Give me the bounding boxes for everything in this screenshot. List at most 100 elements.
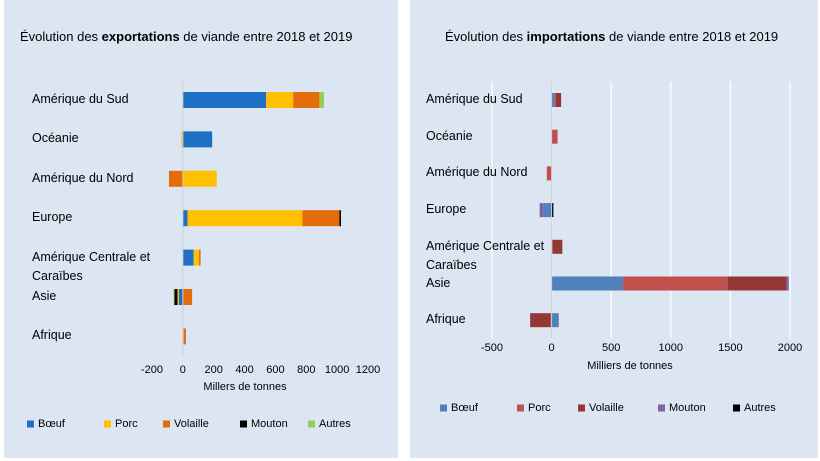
bar [555,93,562,107]
x-tick-label: 1500 [718,342,742,354]
bar [181,131,183,148]
x-tick-label: 800 [297,364,315,376]
bar [168,170,183,187]
bar [174,289,178,305]
title-part: Évolution des [445,29,527,44]
x-tick-label: 400 [235,364,253,376]
category-label: Océanie [426,128,473,143]
legend-label: Bœuf [451,402,479,414]
legend-label: Mouton [251,418,288,430]
legend-swatch [440,404,447,412]
category-label: Océanie [32,131,79,146]
legend-label: Mouton [669,402,706,414]
title-part: de viande entre 2018 et 2019 [605,29,778,44]
x-tick-label: 1000 [659,342,683,354]
legend-swatch [578,404,585,412]
bar [319,92,325,108]
bar [339,210,341,227]
x-tick-label: 500 [602,342,620,354]
x-tick-label: 1000 [325,364,349,376]
category-label: Amérique Centrale et Caraïbes [32,249,151,283]
bar [173,289,175,305]
legend-swatch [733,404,740,412]
bar [187,210,303,227]
category-label: Afrique [32,328,72,343]
bar [546,166,552,181]
x-axis-label: Milliers de tonnes [587,360,673,372]
legend-swatch [104,420,111,428]
x-tick-label: 1200 [356,364,380,376]
title-part: Évolution des [20,29,102,44]
bar [551,203,554,218]
panel [410,0,818,458]
bar [550,313,552,328]
legend-swatch [658,404,665,412]
legend-label: Bœuf [38,418,66,430]
bar [183,328,186,345]
bar [266,92,294,108]
bar [530,313,551,328]
category-label: Europe [32,210,73,225]
bar [543,203,552,218]
category-label: Amérique du Nord [32,170,134,185]
chart-title: Évolution des exportations de viande ent… [20,29,352,44]
bar [182,289,193,305]
bar [623,276,729,291]
title-part: de viande entre 2018 et 2019 [180,29,353,44]
category-label: Afrique [426,312,466,327]
bar [551,93,555,107]
bar [728,276,787,291]
bar [551,313,559,328]
category-label: Amérique du Nord [426,165,528,180]
bar [293,92,320,108]
category-label: Amérique du Sud [32,92,129,106]
category-label: Amérique Centrale et Caraïbes [426,238,545,272]
legend-label: Porc [115,418,138,430]
category-label: Asie [426,275,451,290]
chart-title: Évolution des importations de viande ent… [445,29,778,44]
bar [551,129,558,144]
x-tick-label: -200 [141,364,163,376]
legend-label: Volaille [174,418,209,430]
category-label: Europe [426,202,467,217]
title-part: importations [527,29,606,44]
panel [4,0,398,458]
bar [552,239,563,254]
legend-swatch [163,420,170,428]
bar [179,289,183,305]
x-tick-label: 600 [266,364,284,376]
bar [199,249,201,266]
bar [182,92,267,108]
bar [182,131,213,148]
x-axis-label: Millers de tonnes [203,381,287,393]
bar [193,249,200,266]
category-label: Asie [32,289,57,303]
bar [551,239,553,254]
bar [551,276,624,291]
legend-label: Autres [744,402,776,414]
legend-swatch [240,420,247,428]
bar [182,170,217,187]
legend-swatch [308,420,315,428]
legend-swatch [517,404,524,412]
x-tick-label: 2000 [778,342,802,354]
x-tick-label: 0 [549,342,555,354]
x-tick-label: -500 [481,342,503,354]
legend-label: Volaille [589,402,624,414]
x-tick-label: 200 [205,364,223,376]
bar [182,249,194,266]
bar [302,210,340,227]
title-part: exportations [102,29,180,44]
bar [786,276,789,291]
bar [539,203,544,218]
bar [177,289,179,305]
legend-label: Porc [528,402,551,414]
legend-label: Autres [319,418,351,430]
legend-swatch [27,420,34,428]
bar [554,93,556,107]
bar [182,210,188,227]
category-label: Amérique du Sud [426,92,523,106]
x-tick-label: 0 [180,364,186,376]
